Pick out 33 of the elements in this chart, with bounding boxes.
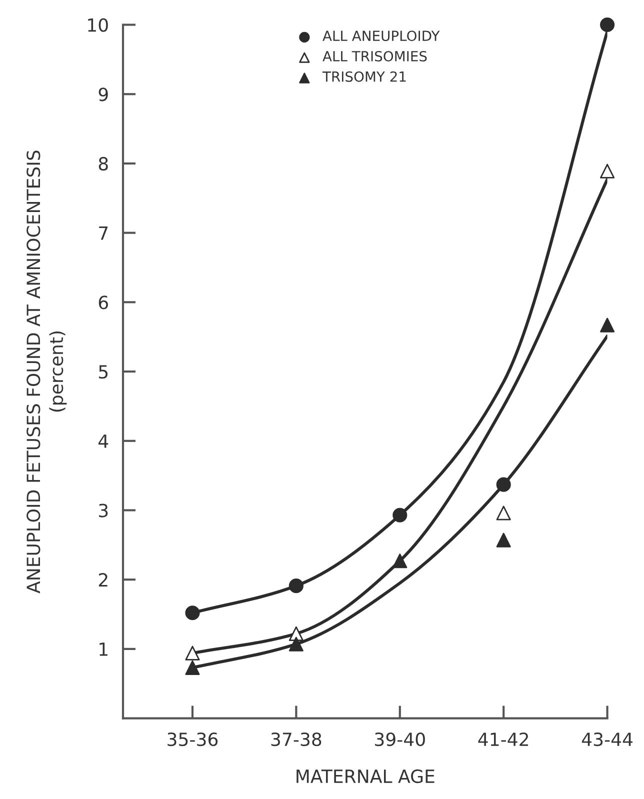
point bbox=[600, 318, 615, 332]
point bbox=[288, 636, 304, 652]
y-tick-label: 10 bbox=[88, 18, 108, 32]
point bbox=[185, 646, 200, 660]
y-tick-label: 8 bbox=[98, 156, 108, 171]
y-tick-label: 4 bbox=[98, 434, 108, 448]
y-tick-label: 6 bbox=[98, 296, 108, 310]
point bbox=[392, 508, 408, 522]
point bbox=[288, 578, 304, 594]
x-tick-label: 39-40 bbox=[375, 732, 425, 746]
y-tick-label: 9 bbox=[98, 88, 108, 102]
legend-label: ALL ANEUPLOIDY bbox=[322, 30, 440, 42]
point bbox=[496, 506, 511, 520]
y-tick-label: 2 bbox=[98, 573, 108, 586]
point bbox=[185, 660, 200, 675]
x-tick-label: 43-44 bbox=[582, 732, 633, 746]
y-tick-label: 1 bbox=[100, 642, 108, 656]
point bbox=[600, 164, 615, 178]
x-tick-label: 35-36 bbox=[168, 732, 218, 746]
x-axis-title: MATERNAL AGE bbox=[296, 769, 434, 784]
x-tick-label: 37-38 bbox=[271, 732, 322, 746]
point bbox=[496, 532, 511, 548]
point bbox=[185, 606, 200, 620]
legend-label: TRISOMY 21 bbox=[322, 71, 406, 82]
legend-label: ALL TRISOMIES bbox=[322, 50, 427, 62]
y-tick-label: 5 bbox=[99, 365, 108, 379]
x-tick-label: 41-42 bbox=[478, 732, 528, 746]
y-tick-label: 7 bbox=[99, 226, 108, 240]
y-axis-title: ANEUPLOID FETUSES FOUND AT AMNIOCENTESIS (percent) bbox=[26, 150, 67, 594]
point bbox=[496, 477, 511, 492]
y-tick-label: 3 bbox=[99, 504, 108, 518]
point bbox=[600, 17, 615, 32]
point bbox=[392, 554, 408, 568]
